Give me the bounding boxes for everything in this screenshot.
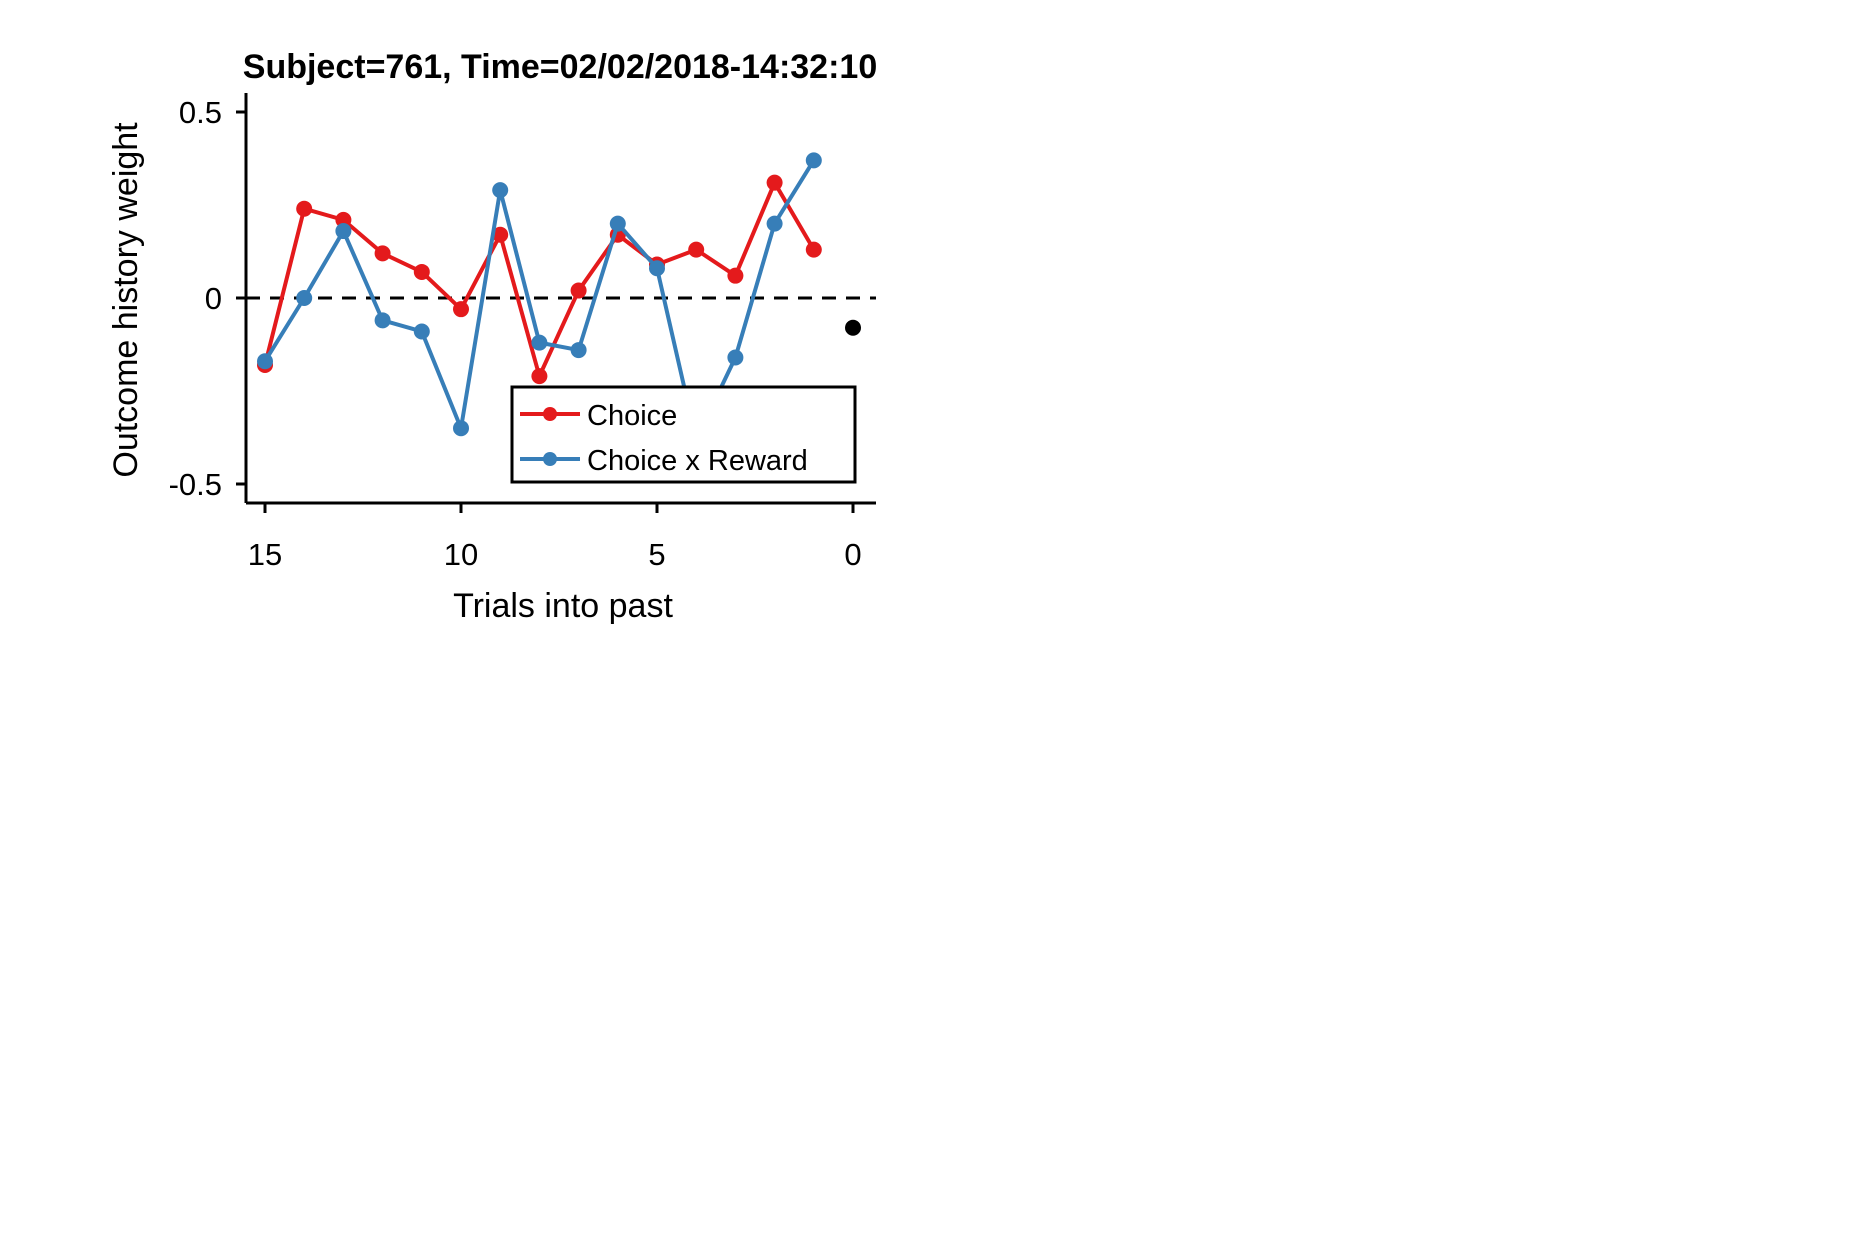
data-point [609, 215, 626, 232]
y-ticks: 0.5 0 -0.5 [169, 95, 246, 502]
legend-swatch-marker [543, 407, 557, 421]
data-point [374, 312, 391, 329]
series-choice [257, 174, 822, 385]
series-layer [257, 152, 861, 448]
y-tick-label: 0 [205, 281, 222, 316]
data-point [296, 200, 313, 217]
data-point [374, 245, 391, 262]
data-point [453, 301, 469, 318]
data-point [688, 241, 705, 258]
x-tick-label: 15 [248, 537, 282, 572]
data-point [766, 215, 783, 232]
data-point [335, 211, 352, 228]
series-point-2 [845, 319, 861, 336]
data-point [845, 319, 861, 336]
legend-box [510, 385, 857, 484]
legend-label: Choice [587, 400, 677, 432]
x-ticks: 15 10 5 0 [248, 503, 862, 572]
x-tick-label: 5 [648, 537, 665, 572]
data-point [531, 368, 548, 385]
data-point [727, 267, 744, 284]
y-axis-label: Outcome history weight [107, 122, 145, 478]
data-point [492, 182, 509, 199]
data-point [492, 226, 509, 243]
data-point [649, 260, 665, 277]
x-axis-label: Trials into past [453, 587, 673, 625]
data-point [257, 353, 273, 370]
plot-area: 0.5 0 -0.5 15 10 5 0 [169, 93, 876, 572]
data-point [296, 290, 313, 306]
data-point [805, 241, 822, 258]
x-tick-label: 0 [844, 537, 861, 572]
data-point [766, 174, 783, 191]
x-tick-label: 10 [444, 537, 478, 572]
data-point [413, 263, 430, 280]
legend-swatch-marker [543, 452, 557, 466]
legend-label: Choice x Reward [587, 445, 808, 477]
y-tick-label: -0.5 [169, 467, 222, 502]
data-point [413, 323, 430, 340]
data-point [570, 282, 587, 299]
y-tick-label: 0.5 [179, 95, 222, 130]
chart-title: Subject=761, Time=02/02/2018-14:32:10 [243, 48, 877, 86]
data-point [335, 223, 352, 240]
legend: Choice Choice x Reward [510, 385, 857, 484]
data-point [805, 152, 822, 169]
data-point [727, 349, 744, 366]
data-point [531, 334, 548, 351]
data-point [570, 342, 587, 359]
data-point [453, 420, 469, 437]
